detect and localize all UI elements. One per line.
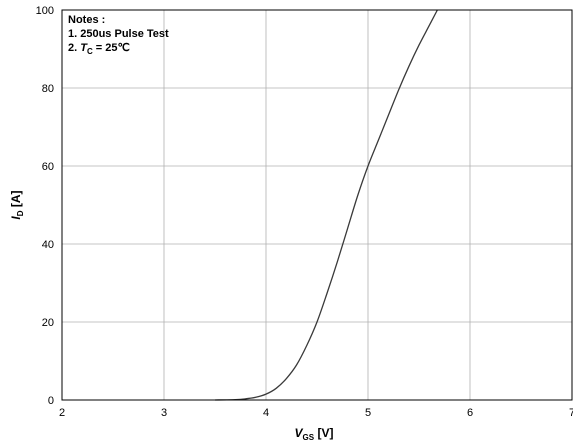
y-tick-label: 0	[48, 395, 54, 407]
y-tick-label: 100	[36, 5, 54, 17]
notes-heading: Notes :	[68, 14, 105, 26]
chart-grid	[61, 9, 573, 401]
x-tick-label: 3	[161, 407, 167, 419]
notes-line-2: 2. TC = 25℃	[68, 42, 130, 56]
y-tick-labels: 0 20 40 60 80 100	[36, 5, 54, 407]
y-tick-label: 40	[42, 239, 54, 251]
x-axis-unit: [V]	[314, 426, 333, 440]
y-tick-label: 80	[42, 83, 54, 95]
x-tick-label: 6	[467, 407, 473, 419]
y-tick-label: 20	[42, 317, 54, 329]
y-tick-label: 60	[42, 161, 54, 173]
series-line	[214, 9, 438, 401]
y-axis-sub: D	[16, 210, 25, 216]
notes-line-1: 1. 250us Pulse Test	[68, 28, 169, 40]
notes-line-2-var: T	[80, 42, 88, 54]
x-axis-var: V	[295, 426, 304, 440]
notes-box: Notes : 1. 250us Pulse Test 2. TC = 25℃	[68, 14, 169, 56]
notes-line-2-prefix: 2.	[68, 42, 80, 54]
notes-line-2-suffix: = 25℃	[93, 42, 130, 54]
y-axis-unit: [A]	[9, 190, 23, 210]
x-tick-labels: 2 3 4 5 6 7	[59, 407, 573, 419]
x-tick-label: 2	[59, 407, 65, 419]
y-axis-title: ID [A]	[9, 190, 25, 219]
x-tick-label: 4	[263, 407, 269, 419]
x-axis-title: VGS [V]	[295, 426, 334, 442]
plot-frame	[61, 9, 573, 401]
x-axis-sub: GS	[303, 433, 315, 442]
x-tick-label: 7	[569, 407, 573, 419]
y-axis-var: I	[9, 216, 23, 220]
notes-line-2-sub: C	[87, 47, 93, 56]
x-tick-label: 5	[365, 407, 371, 419]
